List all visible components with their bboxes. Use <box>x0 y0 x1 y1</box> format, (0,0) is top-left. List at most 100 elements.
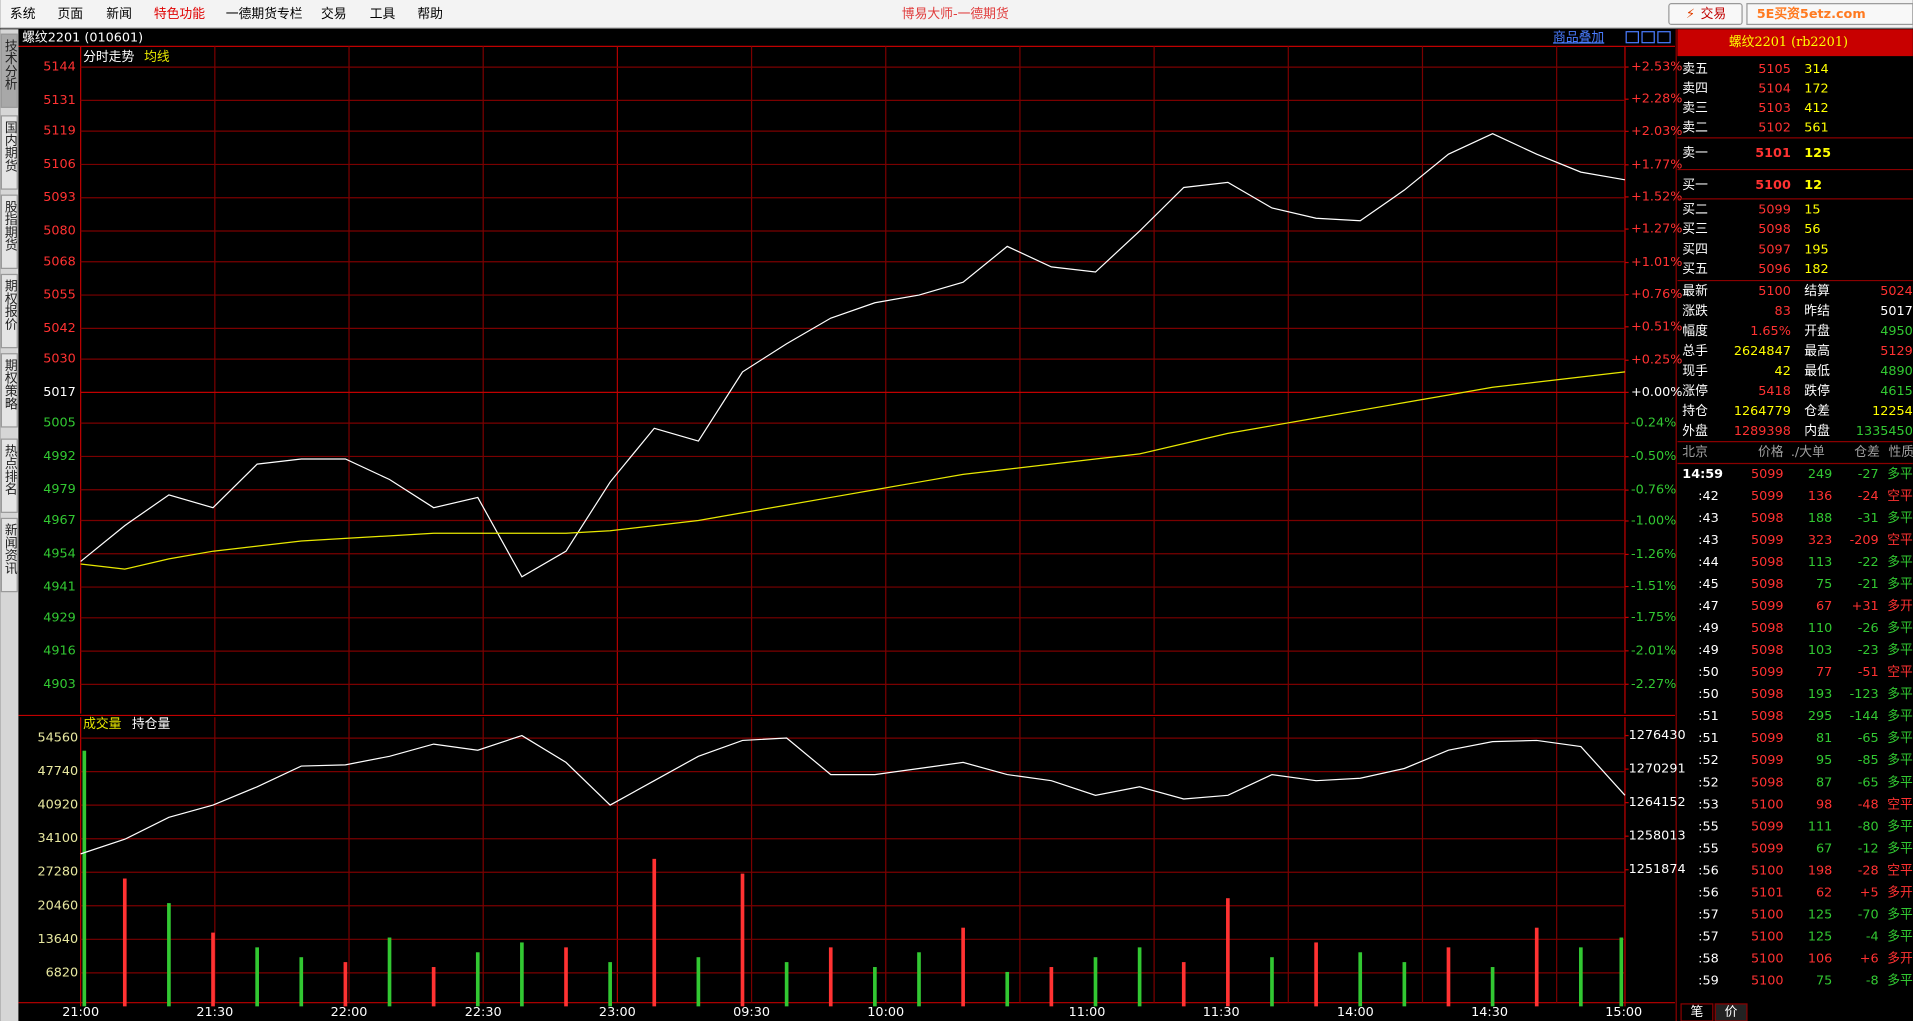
stat-label: 幅度 <box>1682 323 1708 339</box>
book-label: 买一 <box>1682 178 1708 193</box>
y2-tick-label: -1.00% <box>1631 513 1676 528</box>
x-tick-label: 15:00 <box>1605 1005 1642 1020</box>
tick-nature: 多平 <box>1887 907 1913 922</box>
tool-icon[interactable] <box>1625 31 1639 44</box>
stat-label: 最高 <box>1804 343 1830 359</box>
y-tick-label: 5030 <box>43 352 76 367</box>
stat-label: 持仓 <box>1682 404 1708 419</box>
side-tab-label[interactable]: 期权报价 <box>2 279 17 331</box>
quote-content: 卖五 5105 314 卖四 5104 172 卖三 5103 412 卖二 5102 561 卖一 51… <box>1677 62 1913 1021</box>
ticks-header: 北京 <box>1682 445 1708 460</box>
tool-icon[interactable] <box>1641 31 1655 44</box>
y-tick-label: 5119 <box>43 124 76 139</box>
y2-tick-label: 1264152 <box>1629 795 1686 810</box>
menu-item[interactable]: 工具 <box>370 7 396 22</box>
tick-price: 5099 <box>1751 467 1784 482</box>
menu-item[interactable]: 一德期货专栏 <box>226 6 303 22</box>
tick-time: :58 <box>1698 951 1719 966</box>
menu-item[interactable]: 交易 <box>321 6 347 22</box>
book-price: 5098 <box>1758 222 1791 237</box>
tick-volume: 198 <box>1808 863 1832 878</box>
book-volume: 56 <box>1804 222 1820 237</box>
y2-tick-label: 1276430 <box>1629 728 1686 743</box>
tick-price: 5101 <box>1751 885 1784 900</box>
volume-bar <box>1314 942 1318 1007</box>
tick-price: 5099 <box>1751 731 1784 746</box>
menu-item[interactable]: 系统 <box>10 7 36 22</box>
tick-diff: +31 <box>1852 599 1879 614</box>
book-label: 卖五 <box>1682 62 1708 77</box>
y2-tick-label: +0.25% <box>1631 353 1682 368</box>
stat-value: 1.65% <box>1750 324 1791 339</box>
y2-tick-label: +2.28% <box>1631 92 1682 107</box>
bottom-tab[interactable] <box>1714 1003 1748 1021</box>
tick-nature: 多平 <box>1887 467 1913 482</box>
price-line <box>80 371 1626 570</box>
tick-volume: 136 <box>1808 489 1832 504</box>
tick-price: 5099 <box>1751 753 1784 768</box>
volume-bar <box>608 962 612 1007</box>
open-interest-line <box>80 734 1626 855</box>
tick-time: :53 <box>1698 797 1719 812</box>
tick-price: 5098 <box>1751 775 1784 790</box>
y2-tick-label: +1.01% <box>1631 255 1682 270</box>
y-tick-label: 5042 <box>43 321 76 336</box>
side-tab[interactable] <box>0 33 18 108</box>
menu-item[interactable]: 新闻 <box>106 6 132 22</box>
x-tick-label: 09:30 <box>733 1005 770 1020</box>
side-tab[interactable] <box>0 438 18 513</box>
side-tab-label[interactable]: 新闻资讯 <box>2 523 17 576</box>
tick-nature: 多开 <box>1887 599 1913 614</box>
side-tab-label[interactable]: 股指期货 <box>2 200 17 252</box>
tick-time: :43 <box>1698 533 1719 548</box>
y2-tick-label: +0.51% <box>1631 319 1682 334</box>
y-tick-label: 5055 <box>43 288 76 303</box>
tool-icon[interactable] <box>1657 31 1671 44</box>
ticks-header: 性质 <box>1888 445 1913 460</box>
side-tab[interactable] <box>0 517 18 593</box>
y-tick-label: 4929 <box>43 610 76 625</box>
side-tab[interactable] <box>0 353 18 428</box>
volume-bar <box>82 750 87 1007</box>
trade-button[interactable] <box>1668 3 1743 26</box>
trade-button-label[interactable]: 交易 <box>1701 6 1727 22</box>
watermark: 5E买资5etz.com <box>1757 6 1866 22</box>
side-tab[interactable] <box>0 273 18 349</box>
volume-bar <box>211 932 215 1007</box>
tick-nature: 多平 <box>1887 775 1913 790</box>
stat-value: 5100 <box>1758 284 1791 299</box>
side-tab[interactable] <box>0 194 18 269</box>
bottom-tab-label[interactable]: 笔 <box>1691 1004 1704 1020</box>
tick-volume: 95 <box>1816 753 1832 768</box>
volume-bar <box>1490 967 1495 1007</box>
tick-nature: 多开 <box>1887 951 1913 966</box>
book-volume: 314 <box>1804 62 1828 77</box>
tick-nature: 空平 <box>1887 533 1913 548</box>
bottom-tab-label[interactable]: 价 <box>1725 1005 1738 1020</box>
menu-item[interactable]: 页面 <box>57 7 83 22</box>
price-line <box>80 133 1626 578</box>
side-tab-label[interactable]: 国内期货 <box>2 121 17 173</box>
y-tick-label: 6820 <box>46 965 79 980</box>
side-tab-label[interactable]: 技术分析 <box>2 39 17 91</box>
tick-time: :42 <box>1698 489 1719 504</box>
side-tab-label[interactable]: 热点排名 <box>2 444 17 496</box>
x-tick-label: 23:00 <box>599 1005 636 1020</box>
ticks-header: ./大单 <box>1791 445 1825 460</box>
side-tab-label[interactable]: 期权策略 <box>2 359 17 411</box>
tick-time: :43 <box>1698 511 1719 526</box>
stat-value: 4950 <box>1880 324 1913 339</box>
book-volume: 182 <box>1804 262 1828 277</box>
menu-item[interactable]: 特色功能 <box>154 6 205 22</box>
x-tick-label: 21:30 <box>196 1005 233 1020</box>
tick-volume: 249 <box>1808 467 1832 482</box>
y2-tick-label: +1.77% <box>1631 157 1682 172</box>
bottom-tab[interactable] <box>1680 1003 1714 1021</box>
tick-time: :49 <box>1698 643 1719 658</box>
tick-price: 5098 <box>1751 709 1784 724</box>
overlay-link[interactable]: 商品叠加 <box>1553 30 1604 45</box>
tick-time: :55 <box>1698 841 1719 856</box>
menu-item[interactable]: 帮助 <box>417 7 443 22</box>
side-tab[interactable] <box>0 115 18 190</box>
